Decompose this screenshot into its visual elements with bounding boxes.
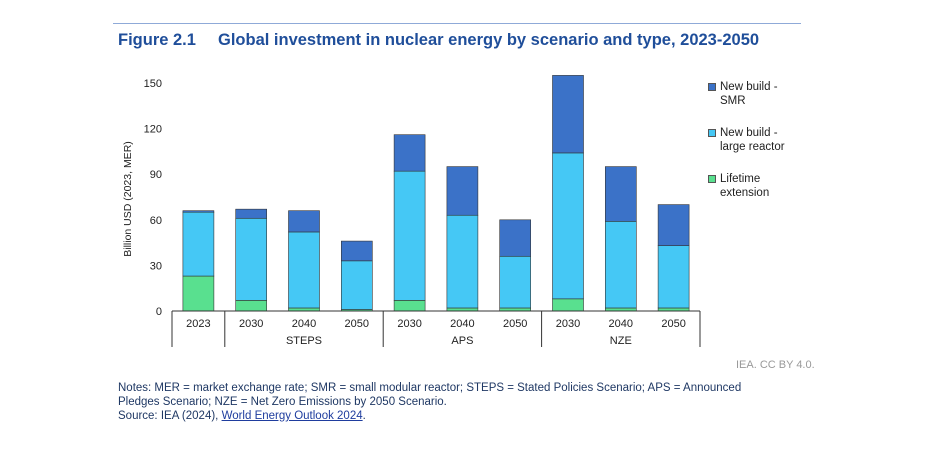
bar-segment: [288, 210, 320, 233]
bar-segment: [657, 204, 690, 246]
notes-line-1: Notes: MER = market exchange rate; SMR =…: [118, 382, 742, 394]
group-label: NZE: [610, 335, 632, 347]
bar-segment: [552, 75, 584, 154]
legend-label-lifetime-1: Lifetime: [720, 173, 761, 185]
bar-segment: [446, 166, 479, 216]
legend-swatch-large-reactor: [708, 129, 716, 137]
legend-item-smr: New build - SMR: [708, 80, 818, 108]
y-tick-label: 120: [144, 124, 162, 136]
legend-label-large-2: large reactor: [720, 141, 785, 153]
source-prefix: Source: IEA (2024),: [118, 410, 222, 422]
y-tick-label: 90: [150, 169, 162, 181]
group-label: STEPS: [286, 335, 322, 347]
y-tick-label: 60: [150, 215, 162, 227]
legend-swatch-lifetime: [708, 175, 716, 183]
bar-segment: [499, 219, 532, 257]
figure-title: Figure 2.1 Global investment in nuclear e…: [118, 31, 759, 50]
x-tick-label: 2040: [292, 318, 316, 330]
bar-segment: [393, 170, 426, 301]
y-tick-label: 150: [144, 78, 162, 90]
bar-segment: [288, 231, 320, 309]
notes-block: Notes: MER = market exchange rate; SMR =…: [118, 381, 808, 423]
x-tick-label: 2050: [503, 318, 527, 330]
figure-number: Figure 2.1: [118, 31, 196, 49]
bar-segment: [657, 245, 690, 309]
bar-segment: [235, 208, 267, 219]
x-tick-label: 2030: [556, 318, 580, 330]
bar-segment: [499, 255, 532, 309]
bar-segment: [182, 210, 215, 213]
legend-label-large-1: New build -: [720, 127, 778, 139]
bar-segment: [182, 211, 215, 277]
source-line: Source: IEA (2024), World Energy Outlook…: [118, 409, 808, 423]
y-axis-label: Billion USD (2023, MER): [122, 141, 134, 257]
bar-segment: [182, 275, 215, 312]
legend-item-large-reactor: New build - large reactor: [708, 126, 818, 154]
bar-segment: [552, 298, 584, 312]
bar-segment: [604, 166, 637, 222]
x-tick-label: 2040: [450, 318, 474, 330]
group-label: APS: [451, 335, 473, 347]
legend-label-smr-1: New build -: [720, 81, 778, 93]
bar-segment: [393, 134, 426, 172]
legend-swatch-smr: [708, 83, 716, 91]
bar-segment: [552, 152, 584, 300]
x-tick-label: 2030: [239, 318, 263, 330]
source-suffix: .: [362, 410, 366, 422]
x-tick-label: 2050: [661, 318, 685, 330]
bar-segment: [235, 300, 267, 312]
legend-item-lifetime: Lifetime extension: [708, 172, 818, 200]
y-tick-label: 0: [156, 306, 162, 318]
bar-segment: [446, 214, 479, 309]
y-tick-label: 30: [150, 260, 162, 272]
bar-segment: [340, 240, 373, 262]
figure-title-text: Global investment in nuclear energy by s…: [218, 31, 760, 49]
bar-segment: [235, 217, 267, 301]
bar-segment: [393, 300, 426, 312]
chart-legend: New build - SMR New build - large reacto…: [708, 80, 818, 218]
bar-segment: [604, 221, 637, 309]
x-tick-label: 2040: [609, 318, 633, 330]
bar-segment: [340, 260, 373, 310]
top-rule: [113, 23, 801, 24]
credit-text: IEA. CC BY 4.0.: [736, 359, 815, 371]
legend-label-lifetime-2: extension: [720, 187, 770, 199]
x-tick-label: 2030: [397, 318, 421, 330]
x-tick-label: 2050: [345, 318, 369, 330]
source-link[interactable]: World Energy Outlook 2024: [221, 410, 363, 422]
legend-label-smr-2: SMR: [720, 95, 746, 107]
notes-line-2: Pledges Scenario; NZE = Net Zero Emissio…: [118, 396, 447, 408]
x-tick-label: 2023: [186, 318, 210, 330]
